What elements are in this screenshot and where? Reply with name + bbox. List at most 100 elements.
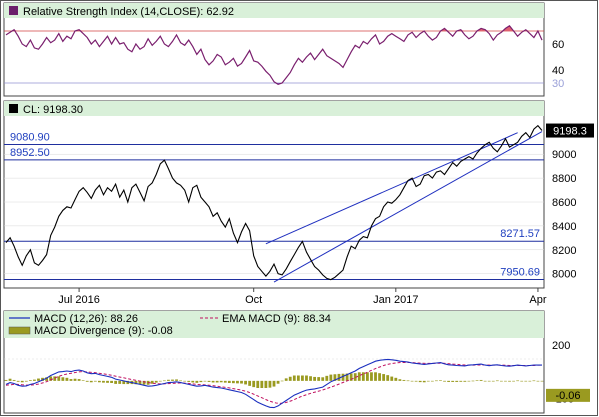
macd-hist-bar [418, 380, 422, 383]
macd-hist-bar [301, 375, 304, 381]
macd-hist-bar [333, 374, 337, 381]
macd-hist-bar [162, 380, 166, 382]
rsi-legend-swatch [9, 6, 18, 15]
last-price-marker: 9198.3 [546, 123, 594, 138]
price-ytick: 9000 [552, 149, 576, 161]
price-level-label: 9080.90 [10, 132, 50, 144]
macd-hist-bar [85, 380, 89, 382]
macd-hist-bar [102, 380, 105, 383]
macd-hist-bar [89, 380, 93, 383]
macd-hist-bar [439, 380, 442, 381]
macd-hist-bar [227, 380, 231, 383]
macd-hist-bar [191, 380, 195, 383]
price-level-label: 8952.50 [10, 147, 50, 159]
macd-hist-bar [118, 380, 122, 384]
macd-hist-bar [215, 380, 219, 383]
macd-panel: MACD (12,26): 88.26 EMA MACD (9): 88.34 … [3, 310, 590, 414]
macd-last-value-marker: -0.06 [546, 388, 590, 402]
rsi-line [5, 24, 543, 85]
macd-hist-bar [479, 379, 483, 381]
macd-hist-bar [134, 380, 138, 385]
macd-hist-bar [142, 380, 146, 385]
macd-hist-bar [495, 380, 499, 382]
macd-hist-bar [97, 380, 101, 383]
macd-hist-bar [487, 380, 491, 382]
macd-hist-bar [231, 380, 235, 384]
macd-legend-hist-swatch [8, 326, 31, 335]
macd-hist-bar [45, 377, 49, 381]
macd-hist-bar [110, 380, 113, 383]
macd-hist-bar [447, 380, 451, 382]
macd-hist-bar [435, 380, 438, 382]
macd-hist-bar [426, 380, 430, 382]
macd-ytick: 200 [552, 340, 570, 352]
macd-hist-bar [248, 380, 252, 386]
price-plot-area [3, 100, 545, 289]
macd-hist-bar [475, 380, 479, 381]
price-ytick: 8000 [552, 269, 576, 281]
macd-hist-bar [292, 375, 296, 381]
macd-legend-divergence: MACD Divergence (9): -0.08 [34, 325, 173, 337]
macd-hist-bar [276, 380, 280, 384]
macd-hist-bar [402, 379, 406, 381]
macd-last-label: -0.06 [555, 390, 580, 402]
macd-hist-bar [81, 380, 85, 381]
macd-hist-bar [370, 372, 373, 381]
macd-hist-bar [37, 378, 40, 381]
channel-line-upper [265, 132, 518, 245]
price-grid [4, 153, 544, 274]
macd-hist-bar [309, 376, 312, 381]
macd-hist-bar [540, 380, 544, 382]
macd-hist-bar [211, 380, 215, 383]
macd-hist-bar [471, 380, 475, 382]
macd-hist-bar [410, 380, 414, 382]
price-level-label: 8271.57 [500, 228, 540, 240]
macd-hist-bar [77, 379, 81, 381]
macd-hist-bar [528, 380, 532, 382]
macd-hist-bar [272, 380, 276, 387]
macd-hist-bar [154, 380, 158, 383]
rsi-header [4, 3, 544, 18]
macd-hist-bar [73, 378, 77, 381]
price-ytick: 8200 [552, 245, 576, 257]
price-panel: CL: 9198.30 9080.90 8952.50 8271.57 7950.69… [3, 100, 594, 306]
macd-hist-bar [341, 373, 345, 381]
last-price-label: 9198.3 [553, 126, 587, 138]
macd-line [5, 358, 542, 409]
macd-hist-bar [378, 373, 381, 381]
macd-hist-bar [451, 380, 455, 382]
macd-hist-bar [65, 377, 69, 381]
price-xtick-label: Jul 2016 [58, 294, 100, 306]
macd-hist-bar [512, 380, 515, 382]
macd-hist-bar [382, 374, 386, 381]
price-levels: 9080.90 8952.50 8271.57 7950.69 [4, 132, 544, 281]
macd-hist-bar [179, 380, 183, 382]
macd-hist-bar [20, 380, 24, 383]
price-channel [265, 131, 543, 283]
macd-hist-bar [337, 373, 341, 381]
macd-hist-bar [24, 380, 28, 382]
macd-hist-bar [459, 380, 463, 382]
macd-hist-bar [394, 377, 398, 381]
price-ytick: 8800 [552, 173, 576, 185]
macd-hist-bar [256, 380, 260, 388]
macd-legend-ema: EMA MACD (9): 88.34 [222, 313, 331, 325]
macd-hist-bar [349, 373, 353, 381]
macd-hist-bar [175, 379, 178, 381]
macd-hist-bar [491, 380, 495, 382]
macd-hist-bar [150, 380, 154, 384]
macd-hist-bar [317, 377, 321, 381]
macd-hist-bar [183, 380, 187, 382]
macd-hist-bar [12, 379, 16, 381]
macd-hist-bar [280, 380, 284, 382]
macd-hist-bar [8, 378, 12, 381]
macd-hist-bar [268, 380, 272, 388]
macd-hist-bar [305, 375, 308, 381]
macd-hist-bar [264, 380, 268, 388]
macd-hist-bar [240, 380, 243, 384]
macd-hist-bar [386, 375, 390, 381]
channel-line-lower [273, 131, 543, 283]
macd-hist-bar [483, 380, 487, 382]
macd-signal-line [5, 362, 542, 404]
macd-hist-bar [203, 380, 207, 382]
